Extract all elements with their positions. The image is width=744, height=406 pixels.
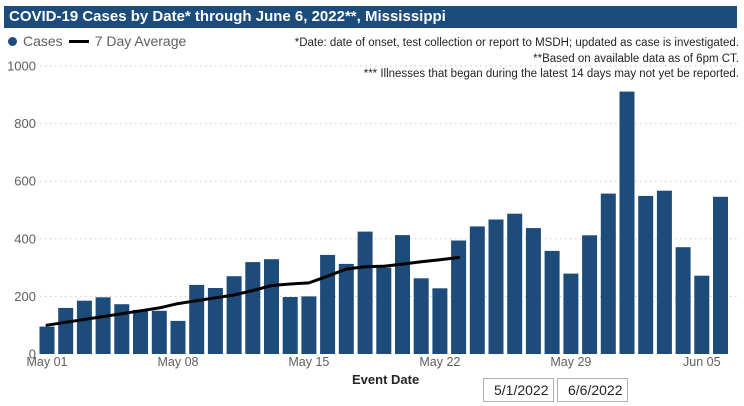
bar-May 18[interactable] bbox=[357, 231, 373, 354]
bar-May 02[interactable] bbox=[58, 307, 74, 354]
x-tick-label-Jun-05: Jun 05 bbox=[683, 355, 721, 369]
footnote-date-definition: *Date: date of onset, test collection or… bbox=[294, 37, 739, 49]
bar-May 23[interactable] bbox=[451, 240, 467, 355]
bar-May 16[interactable] bbox=[320, 254, 336, 354]
footnote-latest-14-days: *** Illnesses that began during the late… bbox=[363, 68, 739, 80]
bar-May 04[interactable] bbox=[95, 297, 111, 354]
bar-Jun 05[interactable] bbox=[694, 275, 710, 354]
bar-May 20[interactable] bbox=[395, 235, 410, 354]
bar-May 14[interactable] bbox=[282, 297, 298, 354]
bar-May 05[interactable] bbox=[114, 304, 130, 354]
y-tick-label-600: 600 bbox=[14, 174, 36, 189]
footnotes: *Date: date of onset, test collection or… bbox=[295, 36, 739, 83]
x-tick-label-May-29: May 29 bbox=[550, 355, 591, 369]
bar-May 31[interactable] bbox=[600, 193, 616, 354]
bar-May 03[interactable] bbox=[76, 300, 92, 354]
cases-dot-icon bbox=[8, 36, 17, 46]
page-title: COVID-19 Cases by Date* through June 6, … bbox=[9, 8, 446, 25]
legend-avg-label: 7 Day Average bbox=[94, 33, 187, 49]
bar-May 15[interactable] bbox=[301, 296, 317, 354]
footnote-data-as-of: **Based on available data as of 6pm CT. bbox=[533, 52, 739, 65]
legend-cases-label: Cases bbox=[23, 33, 63, 49]
x-tick-label-May-15: May 15 bbox=[288, 355, 329, 369]
x-tick-label-May-01: May 01 bbox=[27, 355, 68, 369]
bar-Jun 03[interactable] bbox=[656, 190, 672, 354]
bar-May 06[interactable] bbox=[133, 309, 148, 354]
end-date-input[interactable] bbox=[557, 378, 628, 402]
x-tick-label-May-08: May 08 bbox=[158, 355, 199, 369]
bar-May 24[interactable] bbox=[469, 226, 485, 354]
bar-May 26[interactable] bbox=[507, 213, 523, 354]
x-tick-label-May-22: May 22 bbox=[419, 355, 460, 369]
title-bar: COVID-19 Cases by Date* through June 6, … bbox=[4, 6, 737, 28]
start-date-input[interactable] bbox=[483, 378, 554, 402]
bar-Jun 01[interactable] bbox=[619, 91, 635, 354]
bar-May 21[interactable] bbox=[413, 278, 429, 354]
y-tick-label-800: 800 bbox=[14, 116, 36, 131]
y-tick-label-200: 200 bbox=[14, 289, 36, 304]
bar-May 27[interactable] bbox=[525, 228, 541, 354]
x-axis-title: Event Date bbox=[352, 372, 420, 387]
bar-May 08[interactable] bbox=[170, 320, 186, 354]
bar-May 19[interactable] bbox=[376, 267, 392, 354]
bar-Jun 06[interactable] bbox=[713, 196, 728, 354]
seven-day-average-line bbox=[45, 256, 461, 327]
bar-May 01[interactable] bbox=[39, 326, 55, 354]
legend: Cases 7 Day Average bbox=[8, 33, 186, 49]
bar-Jun 04[interactable] bbox=[675, 247, 691, 354]
bar-May 07[interactable] bbox=[151, 310, 167, 354]
y-tick-label-1000: 1000 bbox=[7, 59, 36, 74]
bar-May 13[interactable] bbox=[264, 259, 279, 354]
bar-Jun 02[interactable] bbox=[638, 195, 654, 354]
bar-May 22[interactable] bbox=[432, 288, 448, 354]
bar-May 28[interactable] bbox=[544, 250, 560, 354]
bar-May 09[interactable] bbox=[189, 284, 205, 354]
bar-May 12[interactable] bbox=[245, 262, 261, 354]
avg-line-icon bbox=[68, 39, 89, 43]
bar-May 25[interactable] bbox=[488, 219, 504, 355]
bar-May 29[interactable] bbox=[563, 273, 579, 354]
y-tick-label-400: 400 bbox=[14, 231, 36, 246]
bar-May 17[interactable] bbox=[338, 263, 354, 354]
y-tick-label-0: 0 bbox=[29, 347, 36, 362]
bar-May 30[interactable] bbox=[582, 235, 598, 354]
bar-May 10[interactable] bbox=[207, 288, 223, 354]
bar-May 11[interactable] bbox=[226, 276, 242, 354]
